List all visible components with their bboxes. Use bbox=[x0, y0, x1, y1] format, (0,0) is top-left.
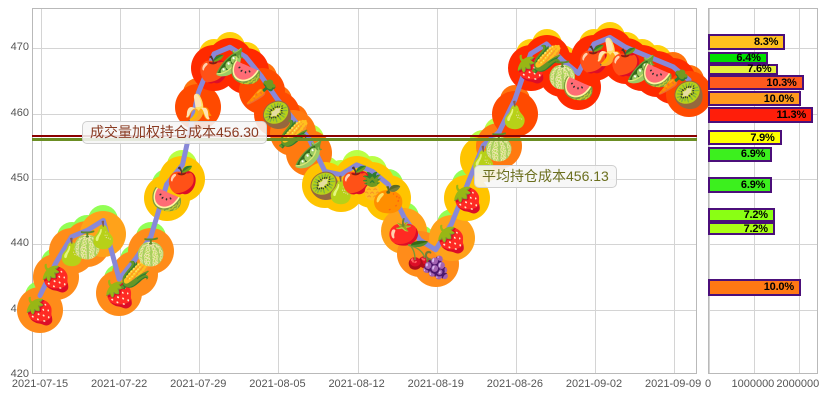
marker-fruit-icon: 🫛 bbox=[292, 139, 326, 170]
volume-profile-bar[interactable]: 10.0% bbox=[708, 279, 801, 296]
marker-fruit-icon: 🍉 bbox=[150, 185, 183, 216]
volume-bar-label: 7.6% bbox=[747, 63, 772, 76]
marker-fruit-icon: 🍌 bbox=[593, 38, 627, 69]
marker-fruit-icon: 🍈 bbox=[134, 237, 167, 268]
marker-fruit-icon: 🍓 bbox=[435, 224, 468, 255]
marker-fruit-icon: 🍈 bbox=[71, 231, 104, 262]
marker-fruit-icon: 🥕 bbox=[656, 67, 690, 98]
marker-fruit-icon: 🫛 bbox=[625, 54, 658, 85]
volume-profile-bar[interactable]: 7.9% bbox=[708, 130, 782, 146]
price-y-tick-label: 420 bbox=[10, 368, 29, 380]
marker-fruit-icon: 🍇 bbox=[419, 250, 452, 281]
marker-fruit-icon: 🍎 bbox=[577, 44, 611, 75]
avg-cost-label: 平均持仓成本456.13 bbox=[474, 165, 617, 189]
volume-bar-label: 8.3% bbox=[753, 36, 779, 49]
marker-fruit-icon: 🌽 bbox=[118, 260, 152, 291]
price-x-tick-label: 2021-08-05 bbox=[249, 378, 306, 390]
marker-fruit-icon: 🍓 bbox=[451, 185, 484, 216]
marker-fruit-icon: 🍎 bbox=[197, 54, 231, 85]
marker-fruit-icon: 🫛 bbox=[213, 48, 247, 79]
volume-bar-label: 7.2% bbox=[743, 222, 768, 235]
marker-fruit-icon: 🥝 bbox=[308, 172, 342, 203]
marker-fruit-icon: 🍉 bbox=[562, 74, 595, 105]
marker-fruit-icon: 🍓 bbox=[39, 263, 73, 294]
marker-fruit-icon: 🍊 bbox=[372, 185, 405, 216]
avg-cost-line bbox=[32, 137, 697, 141]
volume-gridline-h bbox=[709, 244, 817, 246]
volume-x-tick-label: 0 bbox=[704, 378, 712, 390]
vwap-cost-line bbox=[32, 134, 697, 137]
volume-bar-label: 11.3% bbox=[776, 108, 807, 121]
volume-profile-bar[interactable]: 8.3% bbox=[708, 34, 786, 51]
volume-bar-label: 7.9% bbox=[750, 131, 775, 144]
marker-fruit-icon: 🥕 bbox=[245, 77, 278, 108]
price-x-tick-label: 2021-08-12 bbox=[328, 378, 385, 390]
marker-fruit-icon: 🍉 bbox=[229, 58, 262, 89]
marker-fruit-icon: 🥝 bbox=[672, 80, 706, 111]
marker-fruit-icon: 🍓 bbox=[23, 296, 57, 327]
volume-bar-label: 6.4% bbox=[736, 51, 761, 64]
cost-reference-lines bbox=[32, 0, 697, 410]
volume-gridline-v bbox=[798, 9, 800, 373]
volume-gridline-h bbox=[709, 309, 817, 311]
marker-fruit-icon: 🍈 bbox=[546, 61, 579, 92]
marker-fruit-icon: 🍎 bbox=[166, 165, 199, 196]
marker-fruit-icon: 🌽 bbox=[530, 44, 563, 75]
marker-fruit-icon: 🍎 bbox=[609, 48, 642, 79]
marker-fruit-icon: 🍓 bbox=[102, 280, 136, 311]
marker-fruit-icon: 🍎 bbox=[340, 165, 373, 196]
volume-x-tick-label: 1000000 bbox=[731, 378, 775, 390]
volume-bar-label: 10.0% bbox=[763, 92, 794, 105]
marker-fruit-icon: 🍅 bbox=[387, 218, 421, 249]
price-x-tick-label: 2021-08-26 bbox=[486, 378, 544, 390]
volume-profile-bar[interactable]: 6.9% bbox=[708, 177, 773, 193]
marker-fruit-icon: 🍐 bbox=[55, 237, 88, 268]
marker-fruit-icon: 🍐 bbox=[498, 100, 532, 131]
volume-profile-bar[interactable]: 6.4% bbox=[708, 52, 768, 64]
vwap-cost-label: 成交量加权持仓成本456.30 bbox=[82, 121, 267, 145]
volume-bar-label: 10.0% bbox=[763, 281, 794, 294]
volume-profile-bar[interactable]: 7.2% bbox=[708, 207, 775, 222]
price-y-tick-label: 460 bbox=[10, 106, 29, 119]
price-y-tick-label: 450 bbox=[10, 171, 29, 184]
volume-bar-label: 6.9% bbox=[740, 148, 766, 161]
marker-fruit-icon: 🍍 bbox=[356, 172, 389, 203]
price-x-tick-label: 2021-07-15 bbox=[11, 378, 69, 390]
volume-profile-bar[interactable]: 11.3% bbox=[708, 106, 814, 124]
volume-profile-bar[interactable]: 7.6% bbox=[708, 63, 779, 76]
marker-fruit-icon: 🍓 bbox=[514, 54, 547, 85]
marker-fruit-icon: 🍌 bbox=[182, 93, 215, 124]
marker-fruit-icon: 🍒 bbox=[403, 241, 437, 272]
volume-x-tick-label: 2000000 bbox=[776, 378, 820, 390]
price-x-tick-label: 2021-09-02 bbox=[565, 378, 623, 390]
volume-profile-bar[interactable]: 10.0% bbox=[708, 91, 801, 107]
marker-fruit-icon: 🍉 bbox=[641, 61, 674, 92]
marker-fruit-icon: 🍐 bbox=[87, 221, 120, 252]
price-y-tick-label: 470 bbox=[10, 41, 29, 54]
volume-profile-bar[interactable]: 6.9% bbox=[708, 146, 773, 163]
marker-fruit-icon: 🍐 bbox=[324, 175, 357, 206]
volume-profile-bar[interactable]: 10.3% bbox=[708, 75, 804, 91]
price-gridline-h bbox=[33, 309, 696, 311]
volume-profile-bar[interactable]: 7.2% bbox=[708, 222, 775, 236]
price-x-tick-label: 2021-09-09 bbox=[645, 378, 702, 390]
price-x-tick-label: 2021-08-19 bbox=[407, 378, 464, 390]
price-x-tick-label: 2021-07-29 bbox=[170, 378, 227, 390]
price-y-tick-label: 440 bbox=[10, 237, 29, 250]
price-x-tick-label: 2021-07-22 bbox=[91, 378, 148, 390]
volume-bar-label: 10.3% bbox=[766, 76, 797, 89]
volume-bar-label: 6.9% bbox=[740, 179, 766, 192]
volume-bar-label: 7.2% bbox=[743, 208, 768, 221]
